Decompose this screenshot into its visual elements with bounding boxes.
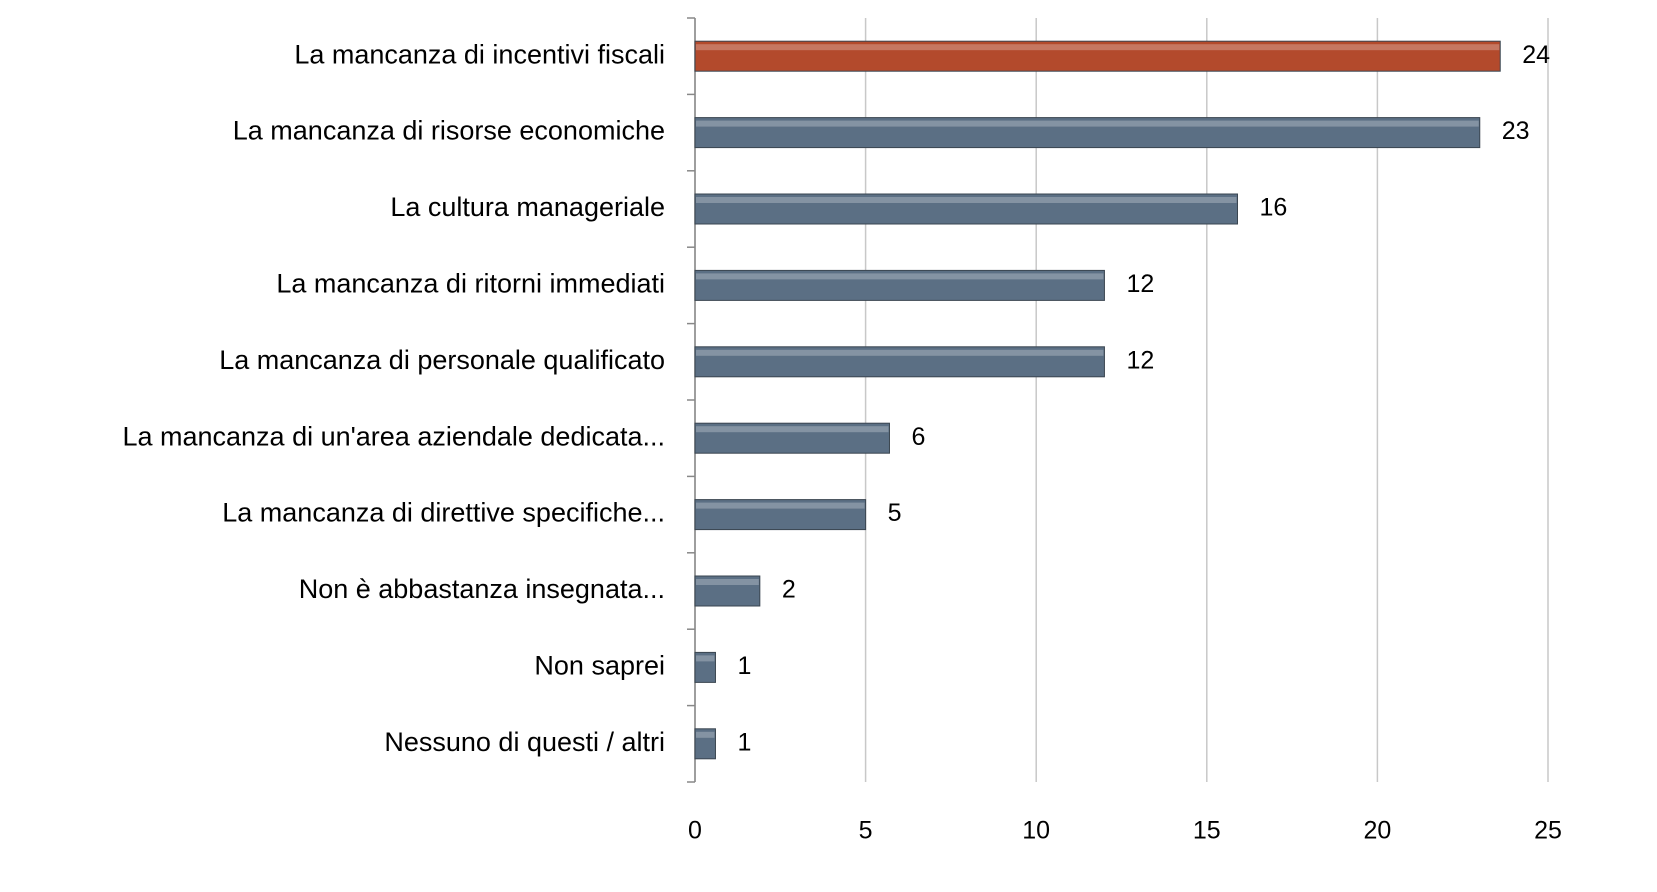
y-tick-label: Non è abbastanza insegnata... [299, 574, 665, 604]
y-tick-label: Nessuno di questi / altri [384, 727, 665, 757]
bar-highlight [696, 197, 1237, 203]
bar-highlight [696, 273, 1104, 280]
y-tick-label: La mancanza di risorse economiche [233, 116, 665, 146]
bar-highlight [696, 655, 715, 662]
bar [694, 117, 1481, 149]
value-label: 6 [911, 423, 925, 451]
y-tick-label: La cultura manageriale [390, 192, 665, 222]
bar-highlight [696, 426, 889, 433]
bar [694, 269, 1105, 301]
bar-highlight [696, 349, 1104, 356]
value-label: 2 [782, 576, 796, 604]
x-tick-label: 20 [1363, 817, 1391, 845]
bar [694, 651, 716, 683]
x-tick-label: 0 [688, 817, 702, 845]
bar-highlight [696, 731, 715, 738]
bar [694, 728, 716, 760]
bar [694, 40, 1501, 72]
bar [694, 346, 1105, 378]
bar [694, 499, 867, 531]
value-label: 16 [1260, 194, 1288, 222]
value-label: 12 [1126, 346, 1154, 374]
bar [694, 193, 1239, 225]
bar [694, 422, 890, 454]
y-tick-label: La mancanza di incentivi fiscali [294, 39, 665, 69]
value-label: 23 [1502, 117, 1530, 145]
y-tick-label: Non saprei [534, 651, 665, 681]
x-tick-label: 10 [1022, 817, 1050, 845]
bar-highlight [696, 579, 759, 585]
value-label: 1 [737, 652, 751, 680]
x-tick-label: 5 [859, 817, 873, 845]
y-tick-label: La mancanza di personale qualificato [219, 345, 665, 375]
value-label: 1 [737, 728, 751, 756]
value-label: 24 [1522, 41, 1550, 69]
bar-highlight [696, 44, 1500, 51]
y-tick-label: La mancanza di un'area aziendale dedicat… [122, 421, 665, 451]
x-tick-label: 25 [1534, 817, 1562, 845]
bar-highlight [696, 120, 1479, 127]
y-tick-label: La mancanza di direttive specifiche... [222, 498, 665, 528]
value-label: 5 [888, 499, 902, 527]
bar [694, 575, 761, 607]
x-tick-label: 15 [1193, 817, 1221, 845]
y-tick-label: La mancanza di ritorni immediati [276, 269, 665, 299]
value-label: 12 [1126, 270, 1154, 298]
bar-highlight [696, 502, 865, 509]
